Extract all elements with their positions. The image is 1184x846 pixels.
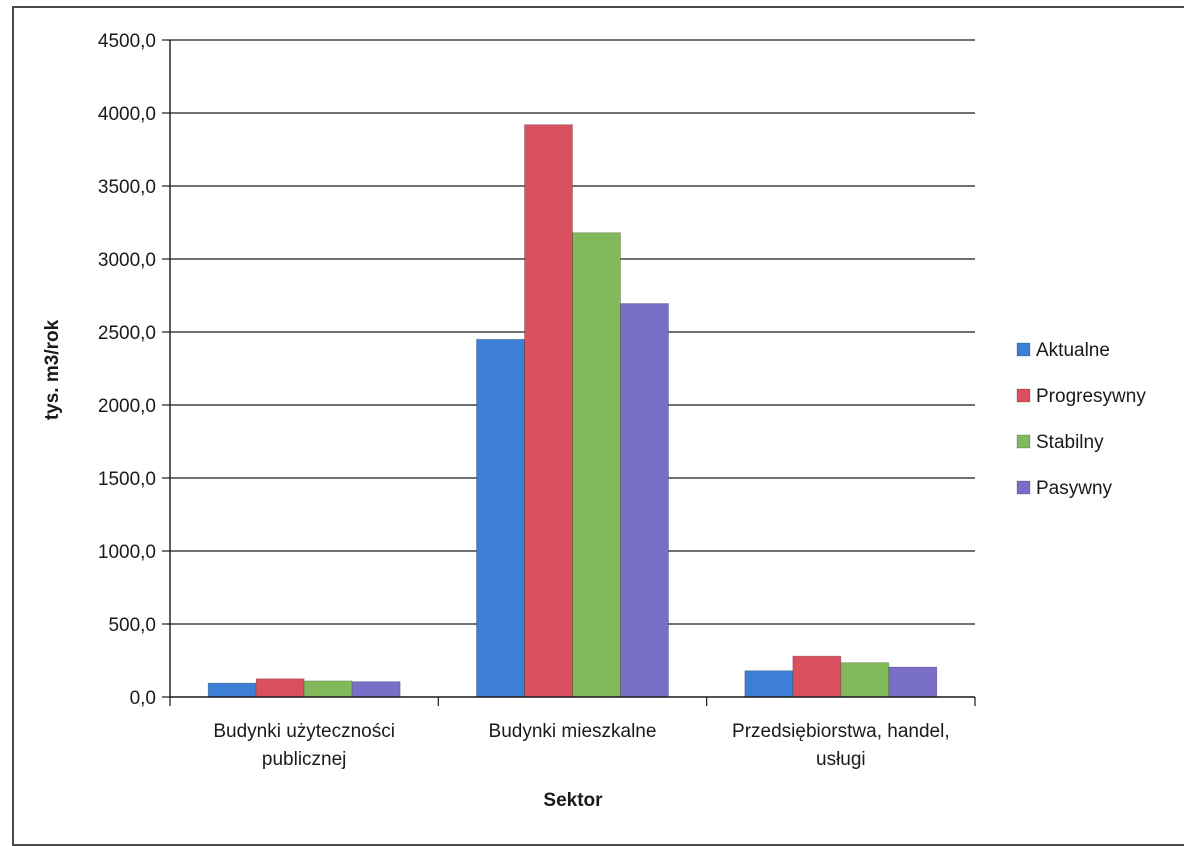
x-category-label: Budynki mieszkalne: [489, 721, 657, 742]
y-axis-title: tys. m3/rok: [42, 319, 63, 420]
bar-stabilny: [303, 680, 353, 698]
legend-swatch: [1016, 388, 1031, 403]
bar-progresywny: [255, 678, 305, 698]
y-tick-label: 500,0: [108, 615, 156, 636]
legend-label: Stabilny: [1036, 432, 1104, 453]
legend-label: Aktualne: [1036, 340, 1110, 361]
bar-progresywny: [524, 124, 573, 698]
y-tick-label: 4500,0: [98, 31, 156, 52]
bar-stabilny: [840, 662, 890, 698]
x-category-label: publicznej: [262, 749, 347, 770]
y-tick-label: 2500,0: [98, 323, 156, 344]
legend-label: Progresywny: [1036, 386, 1146, 407]
y-tick-label: 0,0: [130, 688, 156, 709]
y-tick-label: 3000,0: [98, 250, 156, 271]
bar-pasywny: [620, 303, 669, 698]
bar-aktualne: [744, 670, 794, 698]
legend: Aktualne Progresywny Stabilny Pasywny: [1016, 340, 1146, 499]
y-tick-labels: 0,0 500,0 1000,0 1500,0 2000,0 2500,0 3000,0 35…: [98, 31, 156, 709]
y-tick-label: 3500,0: [98, 177, 156, 198]
legend-swatch: [1016, 434, 1031, 449]
y-tick-label: 4000,0: [98, 104, 156, 125]
bar-pasywny: [888, 666, 938, 698]
bars: [207, 124, 938, 698]
bar-progresywny: [792, 655, 842, 698]
x-category-label: usługi: [816, 749, 866, 770]
y-tick-label: 1000,0: [98, 542, 156, 563]
legend-swatch: [1016, 480, 1031, 495]
bar-aktualne: [476, 338, 525, 698]
x-axis-title: Sektor: [543, 790, 603, 811]
bar-aktualne: [207, 682, 257, 698]
bar-pasywny: [351, 681, 401, 698]
axes: [162, 39, 976, 706]
y-tick-label: 2000,0: [98, 396, 156, 417]
legend-swatch: [1016, 342, 1031, 357]
x-category-labels: Budynki użyteczności publicznej Budynki mi…: [213, 721, 949, 770]
bar-stabilny: [572, 232, 621, 698]
y-tick-label: 1500,0: [98, 469, 156, 490]
x-category-label: Budynki użyteczności: [213, 721, 395, 742]
legend-label: Pasywny: [1036, 478, 1113, 499]
x-category-label: Przedsiębiorstwa, handel,: [732, 721, 950, 742]
